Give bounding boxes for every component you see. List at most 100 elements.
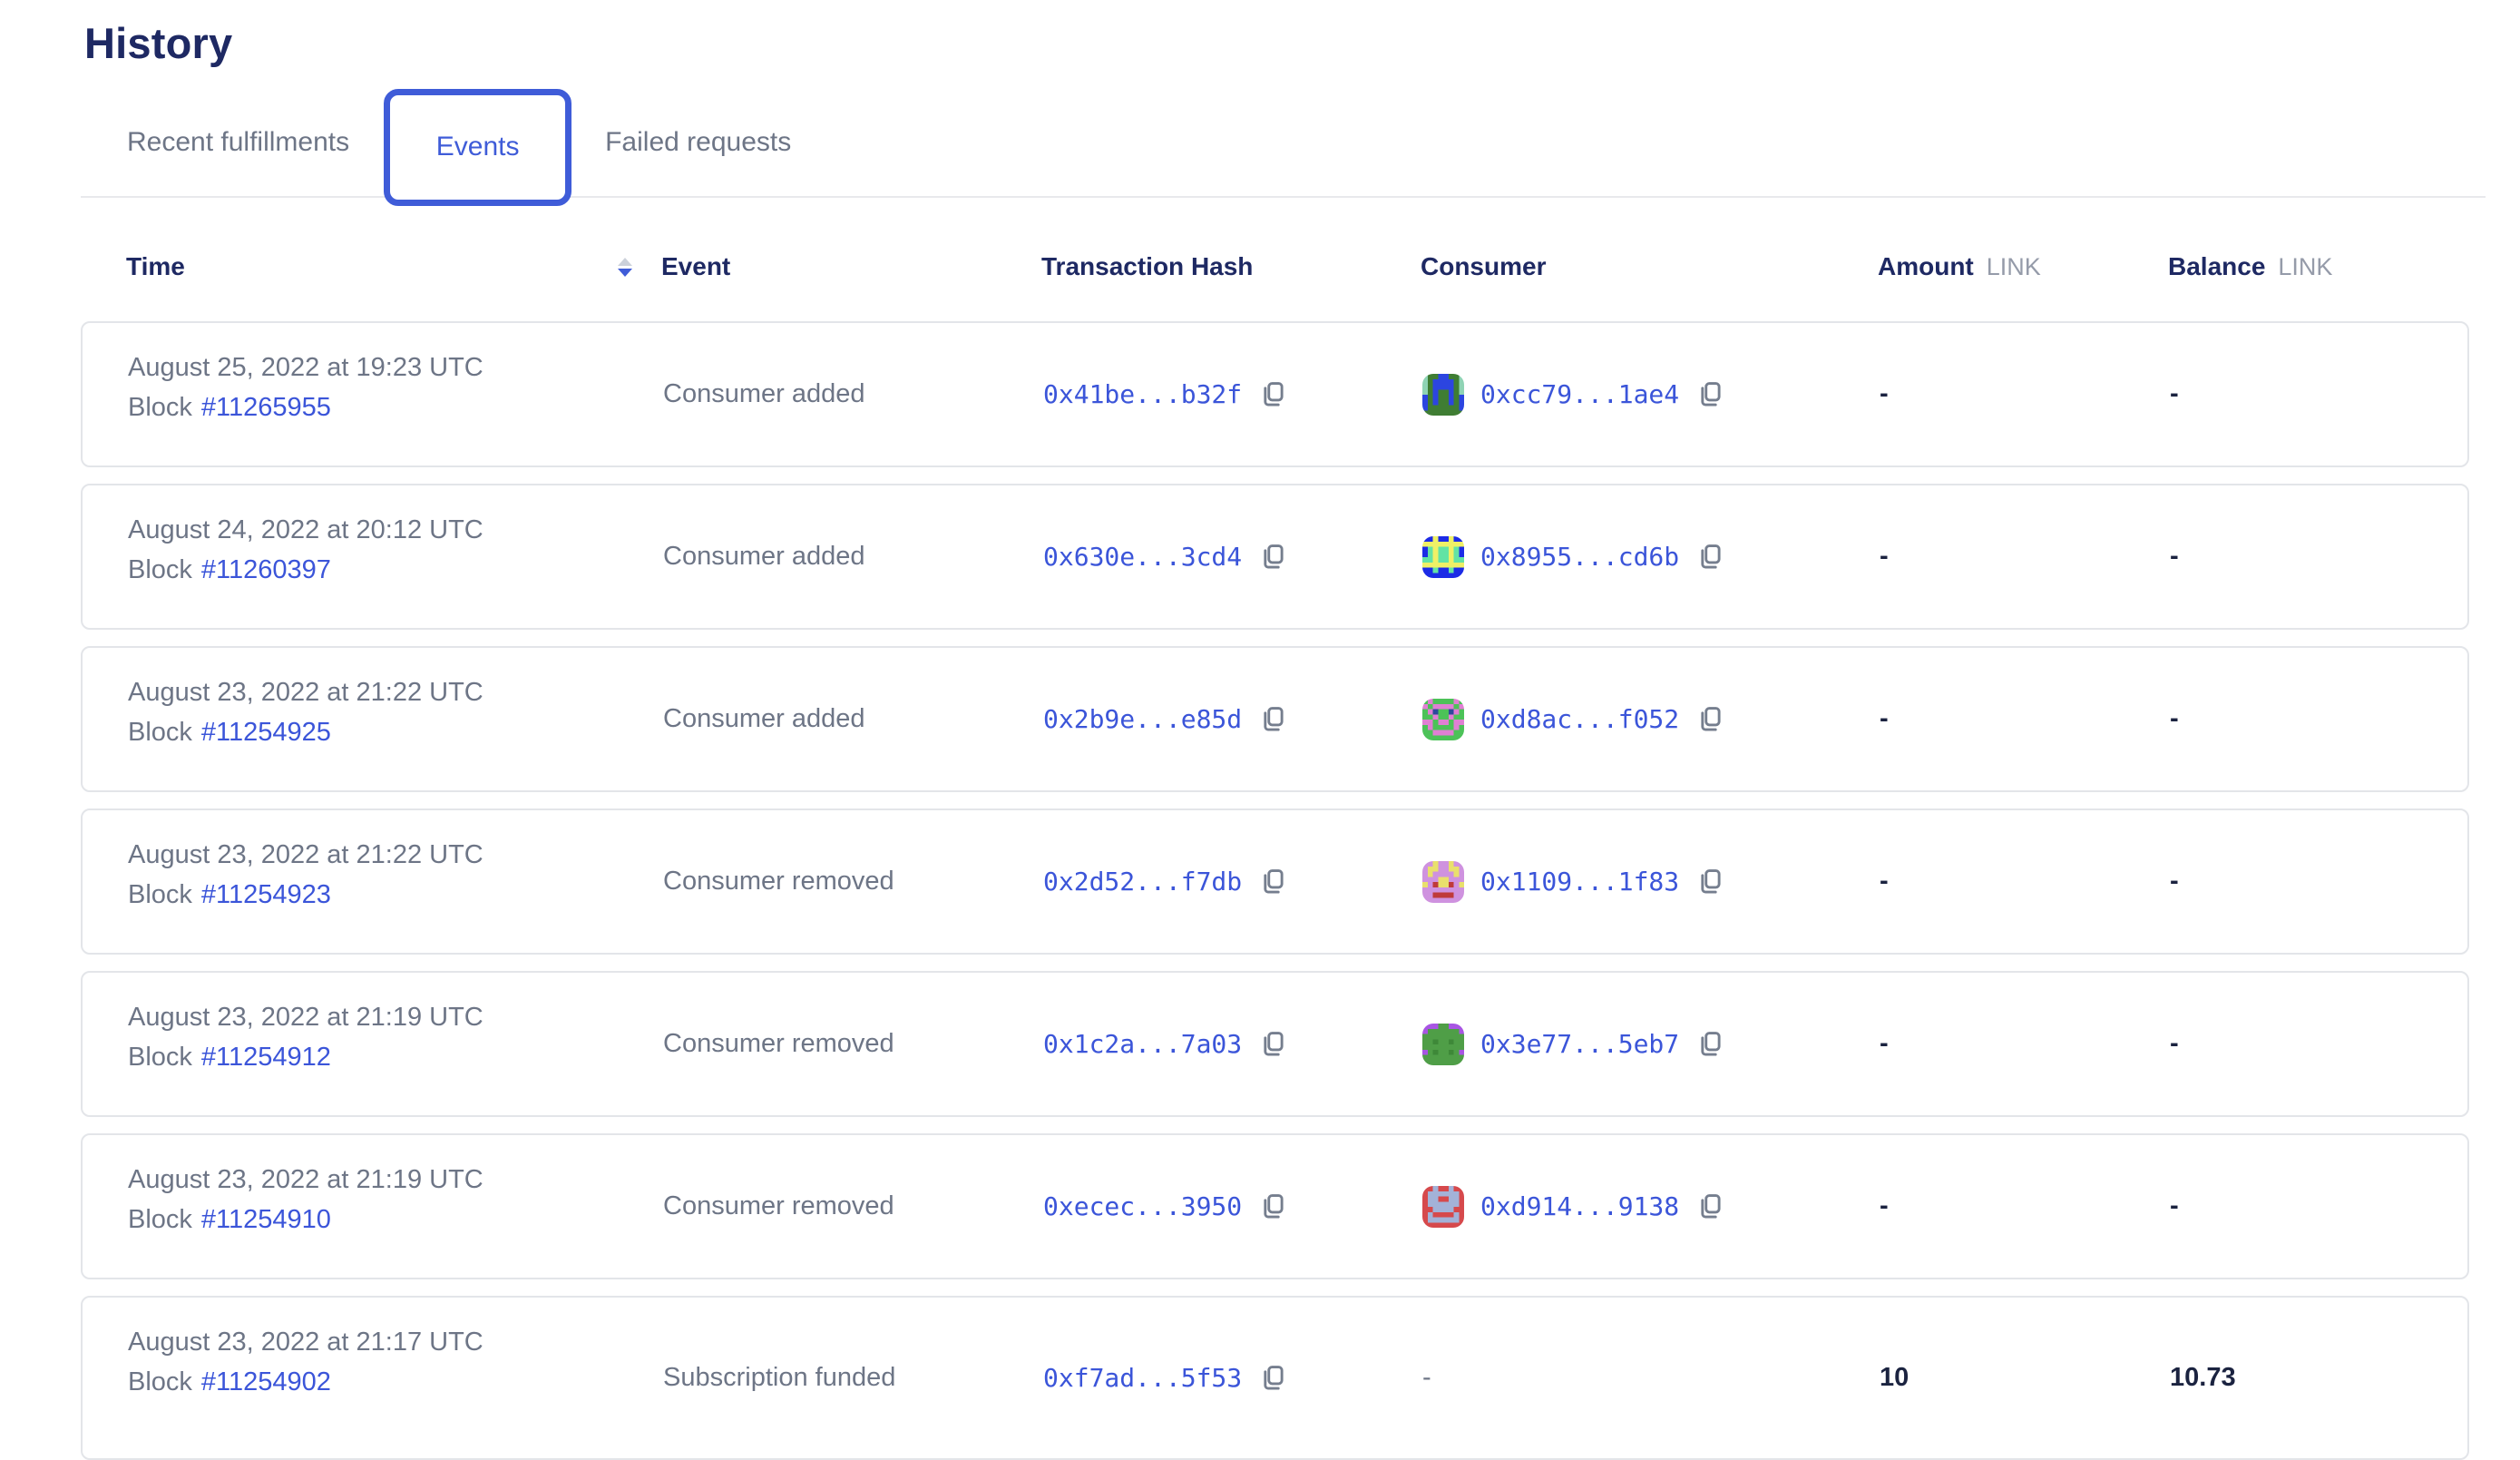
block-number-link[interactable]: #11254925: [200, 718, 331, 747]
table-row: August 23, 2022 at 21:19 UTC Block #11254…: [81, 1133, 2469, 1279]
block-number-link[interactable]: #11254923: [200, 880, 331, 909]
time-cell: August 23, 2022 at 21:19 UTC Block #11254…: [128, 1135, 663, 1278]
copy-tx-hash-button[interactable]: [1257, 704, 1286, 735]
tab-events[interactable]: Events: [384, 88, 572, 206]
event-type: Consumer removed: [663, 1191, 894, 1220]
copy-consumer-address-button[interactable]: [1695, 1191, 1724, 1222]
balance-value: -: [2170, 704, 2179, 733]
amount-cell: 10: [1880, 1298, 2170, 1458]
balance-cell: 10.73: [2170, 1298, 2471, 1458]
column-header-transaction-hash: Transaction Hash: [1041, 252, 1421, 281]
event-cell: Consumer removed: [663, 1135, 1043, 1278]
copy-tx-hash-button[interactable]: [1257, 1363, 1286, 1394]
block-number-link[interactable]: #11254902: [200, 1367, 331, 1396]
block-label: Block: [128, 1367, 192, 1396]
amount-value: -: [1880, 379, 1889, 408]
sort-desc-arrow: [618, 268, 632, 277]
copy-icon: [1264, 1365, 1284, 1390]
table-row: August 23, 2022 at 21:19 UTC Block #11254…: [81, 971, 2469, 1117]
consumer-cell: 0xd8ac...f052: [1422, 648, 1880, 790]
balance-value: -: [2170, 867, 2179, 896]
copy-consumer-address-button[interactable]: [1695, 867, 1724, 897]
copy-icon: [1701, 381, 1721, 407]
copy-tx-hash-button[interactable]: [1257, 867, 1286, 897]
time-cell: August 24, 2022 at 20:12 UTC Block #11260…: [128, 485, 663, 628]
amount-cell: -: [1880, 323, 2170, 465]
event-type: Consumer removed: [663, 867, 894, 896]
amount-unit-label: LINK: [1986, 252, 2041, 280]
table-row: August 23, 2022 at 21:22 UTC Block #11254…: [81, 646, 2469, 792]
balance-cell: -: [2170, 973, 2471, 1115]
time-cell: August 23, 2022 at 21:22 UTC Block #11254…: [128, 648, 663, 790]
page-title: History: [84, 19, 233, 67]
consumer-address-link[interactable]: 0xd8ac...f052: [1480, 704, 1680, 734]
event-cell: Consumer removed: [663, 973, 1043, 1115]
consumer-address-link[interactable]: 0x1109...1f83: [1480, 867, 1680, 897]
copy-icon: [1264, 706, 1284, 731]
transaction-hash-link[interactable]: 0xecec...3950: [1043, 1191, 1243, 1221]
consumer-address-link[interactable]: 0x8955...cd6b: [1480, 542, 1680, 572]
transaction-hash-link[interactable]: 0xf7ad...5f53: [1043, 1363, 1243, 1393]
tx-header-label: Transaction Hash: [1041, 252, 1254, 280]
transaction-hash-cell: 0x2b9e...e85d: [1043, 648, 1422, 790]
block-line: Block #11254910: [128, 1205, 331, 1234]
event-date: August 23, 2022 at 21:19 UTC: [128, 1003, 483, 1032]
consumer-avatar: [1422, 698, 1464, 740]
copy-icon: [1264, 381, 1284, 407]
consumer-header-label: Consumer: [1421, 252, 1547, 280]
tab-recent-fulfillments[interactable]: Recent fulfillments: [127, 127, 350, 157]
block-number-link[interactable]: #11254912: [200, 1043, 331, 1072]
balance-value: -: [2170, 379, 2179, 408]
copy-consumer-address-button[interactable]: [1695, 704, 1724, 735]
sort-descending-icon[interactable]: [618, 257, 632, 277]
event-cell: Consumer removed: [663, 810, 1043, 953]
copy-icon: [1701, 706, 1721, 731]
event-date: August 24, 2022 at 20:12 UTC: [128, 515, 483, 544]
copy-icon: [1264, 544, 1284, 569]
event-date: August 23, 2022 at 21:19 UTC: [128, 1165, 483, 1194]
event-date: August 25, 2022 at 19:23 UTC: [128, 353, 483, 382]
consumer-empty-dash: -: [1422, 1363, 1431, 1392]
tab-failed-requests[interactable]: Failed requests: [605, 127, 792, 157]
balance-cell: -: [2170, 648, 2471, 790]
time-cell: August 23, 2022 at 21:22 UTC Block #11254…: [128, 810, 663, 953]
block-label: Block: [128, 1205, 192, 1234]
history-table: August 25, 2022 at 19:23 UTC Block #11265…: [81, 321, 2520, 1460]
transaction-hash-link[interactable]: 0x41be...b32f: [1043, 379, 1243, 409]
amount-header-label: Amount: [1878, 252, 1974, 280]
copy-tx-hash-button[interactable]: [1257, 1191, 1286, 1222]
amount-cell: -: [1880, 973, 2170, 1115]
copy-consumer-address-button[interactable]: [1695, 542, 1724, 573]
column-header-event: Event: [661, 252, 1041, 281]
transaction-hash-link[interactable]: 0x2b9e...e85d: [1043, 704, 1243, 734]
copy-tx-hash-button[interactable]: [1257, 1029, 1286, 1060]
block-label: Block: [128, 555, 192, 584]
copy-consumer-address-button[interactable]: [1695, 379, 1724, 410]
event-cell: Consumer added: [663, 323, 1043, 465]
balance-value: 10.73: [2170, 1363, 2236, 1392]
consumer-cell: 0xd914...9138: [1422, 1135, 1880, 1278]
balance-unit-label: LINK: [2278, 252, 2333, 280]
amount-value: 10: [1880, 1363, 1910, 1392]
transaction-hash-link[interactable]: 0x1c2a...7a03: [1043, 1029, 1243, 1059]
transaction-hash-link[interactable]: 0x2d52...f7db: [1043, 867, 1243, 897]
block-line: Block #11265955: [128, 393, 331, 422]
transaction-hash-link[interactable]: 0x630e...3cd4: [1043, 542, 1243, 572]
balance-cell: -: [2170, 1135, 2471, 1278]
block-line: Block #11260397: [128, 555, 331, 584]
event-type: Consumer added: [663, 704, 865, 733]
table-row: August 23, 2022 at 21:22 UTC Block #11254…: [81, 808, 2469, 955]
block-number-link[interactable]: #11265955: [200, 393, 331, 422]
block-number-link[interactable]: #11260397: [200, 555, 331, 584]
consumer-address-link[interactable]: 0xcc79...1ae4: [1480, 379, 1680, 409]
block-number-link[interactable]: #11254910: [200, 1205, 331, 1234]
consumer-avatar: [1422, 860, 1464, 903]
copy-tx-hash-button[interactable]: [1257, 379, 1286, 410]
event-cell: Consumer added: [663, 648, 1043, 790]
copy-tx-hash-button[interactable]: [1257, 542, 1286, 573]
consumer-address-link[interactable]: 0x3e77...5eb7: [1480, 1029, 1680, 1059]
copy-consumer-address-button[interactable]: [1695, 1029, 1724, 1060]
consumer-address-link[interactable]: 0xd914...9138: [1480, 1191, 1680, 1221]
consumer-cell: 0xcc79...1ae4: [1422, 323, 1880, 465]
event-type: Consumer removed: [663, 1029, 894, 1058]
